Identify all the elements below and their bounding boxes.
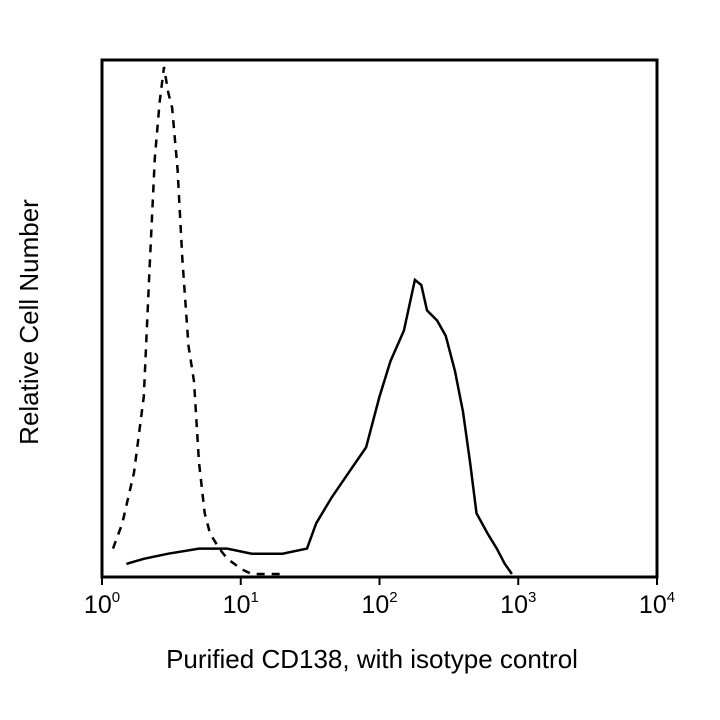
- x-tick-label: 100: [84, 589, 120, 619]
- x-tick-label: 103: [500, 589, 536, 619]
- x-tick-label: 104: [639, 589, 675, 619]
- y-axis-title: Relative Cell Number: [14, 199, 44, 445]
- cd138-histogram: [126, 277, 513, 575]
- isotype-control-histogram: [111, 66, 283, 576]
- x-tick-label: 102: [361, 589, 397, 619]
- x-tick-label: 101: [223, 589, 259, 619]
- series-layer: [111, 66, 513, 576]
- x-tick-layer: 100 101 102 103 104: [84, 577, 675, 619]
- plot-frame: [100, 58, 659, 579]
- x-axis-title: Purified CD138, with isotype control: [166, 644, 578, 674]
